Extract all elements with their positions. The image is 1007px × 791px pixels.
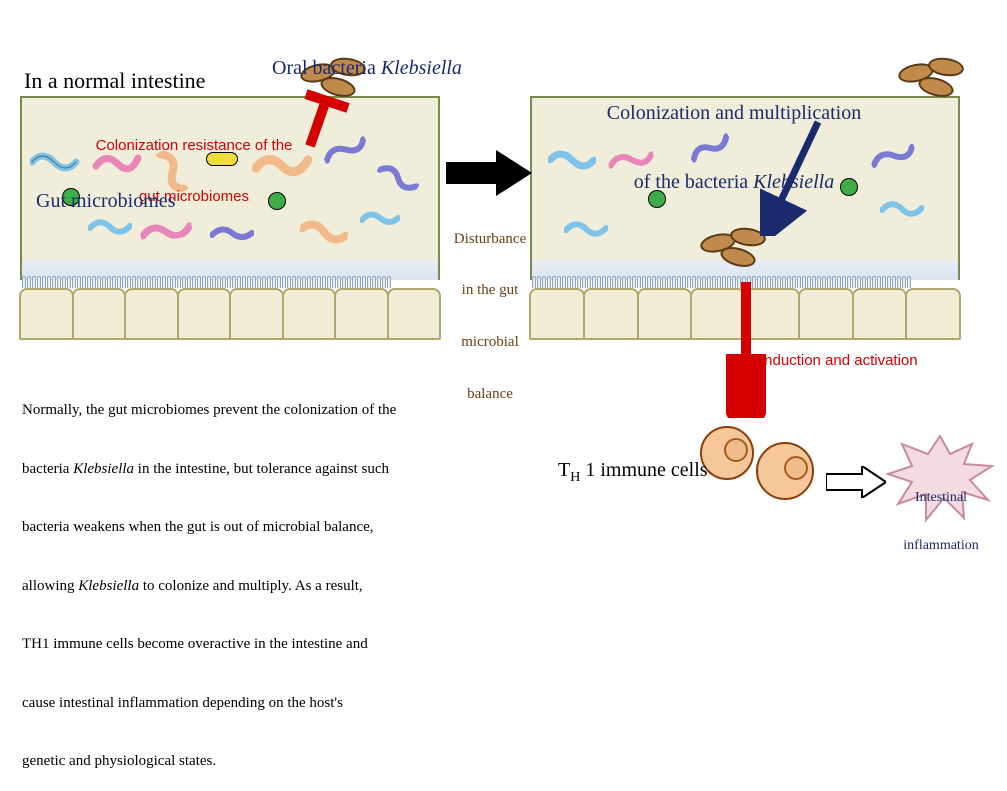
inflammation-l1: Intestinal — [898, 490, 984, 506]
body-line1: Normally, the gut microbiomes prevent th… — [22, 401, 452, 421]
disturbance-l1: Disturbance — [444, 231, 536, 248]
disturbance-label: Disturbance in the gut microbial balance — [444, 196, 536, 420]
gut-microbiomes-label: Gut microbiomes — [36, 190, 175, 213]
body-l4it: Klebsiella — [78, 578, 139, 594]
th1-pre: T — [558, 459, 570, 481]
body-l4b: to colonize and multiply. As a result, — [139, 578, 363, 594]
inflammation-arrow — [826, 466, 886, 498]
th1-sub: H — [570, 470, 580, 485]
body-l4a: allowing — [22, 578, 78, 594]
colonization-label: Colonization and multiplication of the b… — [564, 56, 904, 217]
body-l2a: bacteria — [22, 461, 73, 477]
resistance-line1: Colonization resistance of the — [64, 137, 324, 154]
oral-bacteria-label: Oral bacteria Klebsiella — [262, 34, 462, 80]
colonization-l2-it: Klebsiella — [753, 171, 834, 193]
left-epithelium — [20, 288, 440, 340]
th1-cell — [700, 426, 754, 480]
body-l2b: in the intestine, but tolerance against … — [134, 461, 389, 477]
body-l2it: Klebsiella — [73, 461, 134, 477]
inflammation-l2: inflammation — [898, 538, 984, 554]
body-line6: cause intestinal inflammation depending … — [22, 694, 452, 714]
disturbance-l2: in the gut — [444, 282, 536, 299]
oral-bacteria-text: Oral bacteria — [272, 57, 381, 79]
microbe-squiggle — [210, 225, 254, 241]
body-line3: bacteria weakens when the gut is out of … — [22, 518, 452, 538]
klebsiella-cluster-top-right — [898, 58, 978, 102]
oral-bacteria-italic: Klebsiella — [381, 57, 462, 79]
colonization-l1: Colonization and multiplication — [564, 102, 904, 125]
disturbance-l3: microbial — [444, 334, 536, 351]
induction-label: Induction and activation — [760, 352, 918, 369]
left-microvilli: document.write(Array.from({length:74}).m… — [22, 276, 438, 288]
microbe-squiggle — [360, 210, 400, 226]
body-line5: TH1 immune cells become overactive in th… — [22, 635, 452, 655]
colonization-l2: of the bacteria — [634, 171, 753, 193]
transition-arrow — [446, 150, 532, 196]
panel-title: In a normal intestine — [24, 68, 205, 94]
microbe-squiggle — [564, 220, 608, 238]
body-line7: genetic and physiological states. — [22, 752, 452, 772]
body-paragraph: Normally, the gut microbiomes prevent th… — [22, 362, 452, 791]
th1-label: TH 1 immune cells — [548, 436, 708, 486]
th1-cell — [756, 442, 814, 500]
th1-post: 1 immune cells — [580, 459, 707, 481]
induction-arrow — [726, 278, 766, 418]
inflammation-label: Intestinal inflammation — [898, 458, 984, 571]
disturbance-l4: balance — [444, 386, 536, 403]
